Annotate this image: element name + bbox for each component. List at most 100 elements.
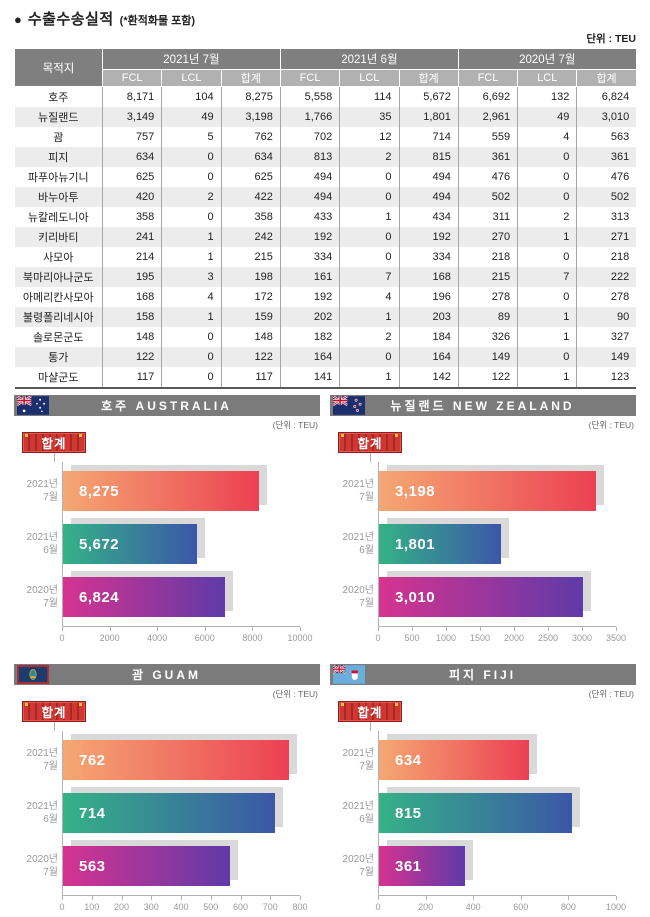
col-header-fcl: FCL	[101, 69, 163, 87]
value-cell: 5	[161, 127, 222, 147]
value-cell: 815	[399, 147, 459, 167]
table-row: 통가 122 0 122 164 0 164 149 0 149	[14, 347, 637, 367]
value-cell: 422	[221, 187, 281, 207]
axis-tick	[204, 627, 206, 631]
legend-total-badge: 합계	[22, 432, 86, 453]
value-cell: 132	[517, 86, 578, 107]
axis-tick	[270, 896, 272, 900]
axis-tick	[62, 896, 63, 900]
value-cell: 502	[458, 187, 519, 207]
table-row: 사모아 214 1 215 334 0 334 218 0 218	[14, 247, 637, 267]
value-cell: 89	[458, 307, 519, 327]
col-header-lcl: LCL	[517, 69, 578, 87]
value-cell: 476	[610, 171, 630, 183]
value-cell: 49	[517, 107, 578, 127]
chart-title: 괌 GUAM	[131, 668, 202, 682]
axis-tick	[446, 627, 447, 631]
value-cell: 311	[458, 207, 519, 227]
value-cell: 494	[280, 187, 341, 207]
value-cell: 1	[161, 227, 222, 247]
bar: 5,672	[63, 524, 198, 564]
col-group-2021-06: 2021년 6월	[279, 48, 459, 70]
value-cell: 123	[610, 371, 630, 383]
bar: 3,198	[379, 471, 596, 511]
value-cell: 8,275	[221, 86, 281, 107]
value-cell: 149	[610, 351, 630, 363]
value-cell: 0	[339, 167, 400, 187]
page-title-row: ● 수출수송실적 (*환적화물 포함)	[14, 8, 636, 29]
bar-row: 2021년 7월 634	[343, 740, 616, 780]
value-cell: 420	[102, 187, 163, 207]
category-label: 2021년 7월	[26, 479, 58, 503]
value-cell: 222	[610, 271, 630, 283]
axis-tick	[616, 627, 617, 631]
value-cell: 142	[399, 367, 459, 388]
bar-value-label: 714	[79, 804, 106, 822]
axis-tick-label: 1000	[435, 633, 457, 643]
axis-tick	[240, 896, 242, 900]
bar-value-label: 3,010	[395, 588, 436, 606]
chart-unit-note: (단위 : TEU)	[272, 420, 318, 430]
axis-tick	[514, 627, 515, 631]
axis-tick-label: 8000	[242, 633, 263, 643]
axis-tick	[91, 896, 93, 900]
axis-tick-label: 800	[292, 902, 308, 912]
bar-value-label: 563	[79, 857, 106, 875]
value-cell: 5,558	[280, 86, 341, 107]
destination-cell: 뉴질랜드	[14, 107, 103, 127]
chart-unit-note: (단위 : TEU)	[588, 420, 634, 430]
value-cell: 6,692	[458, 86, 519, 107]
value-cell: 494	[399, 167, 459, 187]
value-cell: 242	[221, 227, 281, 247]
bar: 762	[63, 740, 289, 780]
value-cell: 0	[161, 347, 222, 367]
axis-tick	[181, 896, 182, 900]
value-cell: 0	[161, 207, 222, 227]
value-cell: 196	[399, 287, 459, 307]
value-cell: 0	[517, 247, 578, 267]
axis-tick-label: 400	[465, 902, 481, 912]
value-cell: 148	[221, 327, 281, 347]
axis-tick	[151, 896, 153, 900]
value-cell: 326	[458, 327, 519, 347]
chart-panel-fiji: 피지 FIJI (단위 : TEU) 합계 2021년 7월 634 2021년 6월 8…	[330, 664, 636, 917]
destination-cell: 사모아	[14, 247, 103, 267]
bar: 1,801	[379, 524, 501, 564]
axis-tick-label: 800	[560, 902, 576, 912]
x-axis: 0 500 1000 1500 2000 2500 3000 3500	[375, 626, 626, 648]
value-cell: 334	[280, 247, 341, 267]
axis-tick-label: 200	[113, 902, 130, 912]
bar-row: 2021년 6월 5,672	[27, 524, 300, 564]
axis-tick	[473, 896, 475, 900]
axis-tick-label: 600	[513, 902, 529, 912]
value-cell: 0	[161, 367, 222, 388]
value-cell: 313	[610, 211, 630, 223]
value-cell: 5,672	[399, 86, 459, 107]
value-cell: 0	[517, 287, 578, 307]
destination-cell: 아메리칸사모아	[14, 287, 103, 307]
value-cell: 7	[517, 267, 578, 287]
table-row: 아메리칸사모아 168 4 172 192 4 196 278 0 278	[14, 287, 637, 307]
value-cell: 625	[102, 167, 163, 187]
axis-tick	[62, 627, 63, 631]
bar-row: 2020년 7월 6,824	[27, 577, 300, 617]
col-header-destination: 목적지	[14, 48, 103, 87]
table-row: 북마리아나군도 195 3 198 161 7 168 215 7 222	[14, 267, 637, 287]
value-cell: 158	[102, 307, 163, 327]
chart-unit-note: (단위 : TEU)	[588, 689, 634, 699]
value-cell: 702	[280, 127, 341, 147]
table-row: 불령폴리네시아 158 1 159 202 1 203 89 1 90	[14, 307, 637, 327]
table-row: 파푸아뉴기니 625 0 625 494 0 494 476 0 476	[14, 167, 637, 187]
value-cell: 0	[517, 167, 578, 187]
category-label: 2021년 6월	[26, 532, 58, 556]
value-cell: 1	[339, 367, 400, 388]
value-cell: 2,961	[458, 107, 519, 127]
col-header-lcl: LCL	[161, 69, 222, 87]
value-cell: 3,010	[601, 111, 630, 123]
legend-total-badge: 합계	[22, 701, 86, 722]
category-label: 2020년 7월	[342, 854, 374, 878]
destination-cell: 솔로몬군도	[14, 327, 103, 347]
chart-title: 호주 AUSTRALIA	[101, 399, 232, 413]
axis-tick	[412, 627, 413, 631]
unit-label-top: 단위 : TEU	[586, 33, 636, 45]
